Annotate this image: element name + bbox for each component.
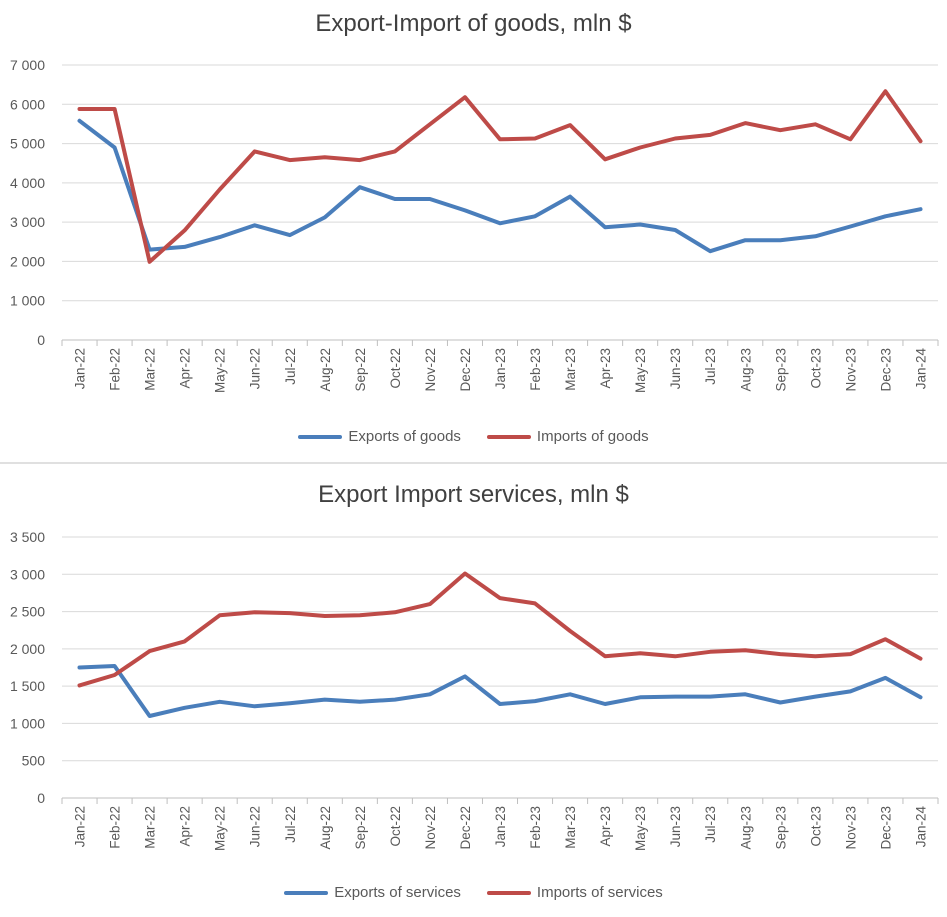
y-tick-label: 2 500	[10, 604, 45, 620]
x-tick-label: Sep-23	[773, 348, 788, 392]
x-tick-label: Jun-23	[668, 806, 683, 847]
x-tick-label: Apr-23	[598, 348, 613, 389]
services-chart-panel: Export Import services, mln $ 0 500 1 000 1…	[0, 465, 947, 917]
x-tick-label: Oct-22	[388, 806, 403, 847]
y-tick-label: 0	[37, 332, 45, 348]
y-tick-label: 0	[37, 790, 45, 806]
x-tick-label: Sep-23	[773, 806, 788, 850]
x-tick-label: Aug-22	[318, 806, 333, 850]
x-tick-label: Dec-22	[458, 806, 473, 850]
x-tick-label: Mar-22	[143, 348, 158, 391]
goods-chart-panel: Export-Import of goods, mln $ 0 1 000 2 00…	[0, 10, 947, 445]
x-tick-label: May-22	[213, 348, 228, 393]
legend-swatch-exports	[284, 890, 329, 895]
x-tick-label: Jul-23	[703, 806, 718, 843]
x-tick-label: Apr-22	[178, 348, 193, 389]
legend-label: Exports of goods	[348, 428, 461, 445]
x-tick-label: Aug-23	[738, 348, 753, 392]
series-line-imports-of-services	[77, 571, 923, 688]
x-tick-label: Feb-22	[108, 806, 123, 849]
legend-item-exports: Exports of services	[284, 884, 461, 901]
legend-label: Exports of services	[334, 884, 461, 901]
y-tick-label: 4 000	[10, 175, 45, 191]
x-tick-label: Apr-22	[178, 806, 193, 847]
x-tick-label: Mar-23	[563, 348, 578, 391]
x-tick-label: Nov-22	[423, 348, 438, 392]
chart-title: Export Import services, mln $	[318, 481, 629, 508]
y-tick-label: 2 000	[10, 641, 45, 657]
legend-swatch-imports	[486, 890, 531, 895]
x-tick-label: Jan-22	[73, 806, 88, 847]
legend-swatch-exports	[298, 434, 343, 439]
legend-item-imports: Imports of goods	[486, 428, 649, 445]
x-tick-label: Dec-23	[878, 806, 893, 850]
x-tick-label: Jan-22	[73, 348, 88, 389]
x-tick-label: Dec-22	[458, 348, 473, 392]
series-line-exports-of-services	[77, 664, 923, 718]
legend-swatch-imports	[486, 434, 531, 439]
x-tick-label: Nov-23	[843, 348, 858, 392]
y-tick-label: 6 000	[10, 96, 45, 112]
chart-legend: Exports of services Imports of services	[0, 884, 947, 901]
x-tick-label: May-23	[633, 806, 648, 851]
y-tick-label: 1 000	[10, 715, 45, 731]
x-tick-label: Oct-22	[388, 348, 403, 389]
x-tick-label: Feb-22	[108, 348, 123, 391]
legend-item-imports: Imports of services	[486, 884, 663, 901]
x-tick-label: Jun-23	[668, 348, 683, 389]
chart-title: Export-Import of goods, mln $	[315, 10, 632, 37]
legend-item-exports: Exports of goods	[298, 428, 461, 445]
chart-legend: Exports of goods Imports of goods	[0, 428, 947, 445]
y-tick-label: 5 000	[10, 136, 45, 152]
x-tick-label: Nov-23	[843, 806, 858, 850]
y-tick-label: 2 000	[10, 253, 45, 269]
x-tick-label: Jun-22	[248, 348, 263, 389]
x-tick-label: Mar-22	[143, 806, 158, 849]
x-tick-label: Jan-23	[493, 348, 508, 389]
x-tick-label: Jan-24	[913, 348, 928, 390]
x-tick-label: Aug-23	[738, 806, 753, 850]
x-tick-label: Aug-22	[318, 348, 333, 392]
y-tick-label: 7 000	[10, 57, 45, 73]
legend-label: Imports of goods	[536, 428, 649, 445]
x-tick-label: Sep-22	[353, 806, 368, 850]
x-tick-label: Jan-23	[493, 806, 508, 847]
services-chart-plot: 0 500 1 000 1 500 2 000 2 500 3 000 3 500 Jan-22…	[10, 529, 939, 851]
y-tick-label: 3 500	[10, 529, 45, 545]
series-line-imports-of-goods	[77, 89, 923, 264]
x-tick-label: Jan-24	[913, 806, 928, 848]
y-tick-label: 500	[22, 753, 46, 769]
y-tick-label: 1 500	[10, 678, 45, 694]
x-tick-label: May-23	[633, 348, 648, 393]
x-tick-label: Feb-23	[528, 348, 543, 391]
y-tick-label: 3 000	[10, 566, 45, 582]
x-tick-label: Jul-23	[703, 348, 718, 385]
y-tick-label: 1 000	[10, 293, 45, 309]
goods-chart-plot: 0 1 000 2 000 3 000 4 000 5 000 6 000 7 000 Jan-…	[10, 57, 939, 393]
x-tick-label: Jul-22	[283, 348, 298, 385]
panel-divider	[0, 462, 947, 464]
x-tick-label: Jul-22	[283, 806, 298, 843]
x-tick-label: Sep-22	[353, 348, 368, 392]
legend-label: Imports of services	[536, 884, 663, 901]
x-tick-label: Jun-22	[248, 806, 263, 847]
x-tick-label: Dec-23	[878, 348, 893, 392]
x-tick-label: Oct-23	[808, 348, 823, 389]
y-tick-label: 3 000	[10, 214, 45, 230]
series-line-exports-of-goods	[77, 118, 923, 254]
x-tick-label: Mar-23	[563, 806, 578, 849]
x-tick-label: Apr-23	[598, 806, 613, 847]
x-tick-label: Oct-23	[808, 806, 823, 847]
x-tick-label: May-22	[213, 806, 228, 851]
x-tick-label: Feb-23	[528, 806, 543, 849]
x-tick-label: Nov-22	[423, 806, 438, 850]
